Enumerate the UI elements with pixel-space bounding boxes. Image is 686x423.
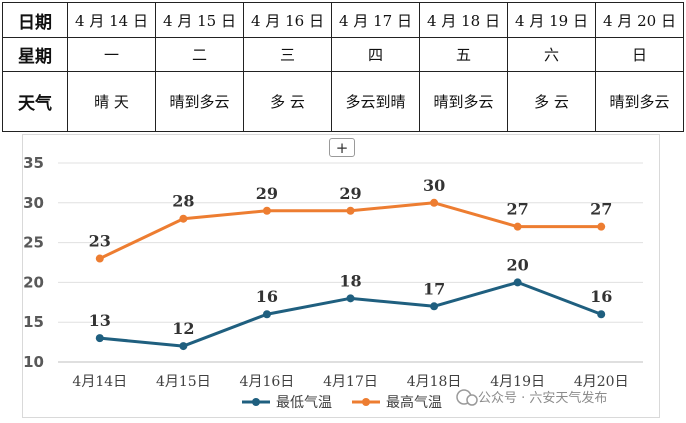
y-tick-label: 15 — [23, 313, 44, 331]
data-point — [179, 214, 188, 223]
legend-swatch-marker — [362, 398, 370, 406]
weekday-cell: 一 — [67, 37, 156, 72]
legend-swatch-marker — [252, 398, 260, 406]
weather-row-header: 天气 — [2, 71, 68, 132]
data-label: 29 — [339, 184, 361, 203]
y-tick-label: 35 — [23, 154, 44, 172]
data-label: 29 — [256, 184, 278, 203]
data-point — [597, 222, 606, 231]
data-label: 27 — [507, 200, 529, 219]
y-tick-label: 20 — [23, 273, 44, 291]
data-point — [262, 310, 271, 319]
data-label: 12 — [172, 319, 194, 338]
data-point — [430, 302, 439, 311]
data-point — [513, 222, 522, 231]
weekday-cell: 三 — [243, 37, 332, 72]
data-label: 16 — [590, 287, 612, 306]
data-label: 27 — [590, 200, 612, 219]
y-tick-label: 30 — [23, 194, 44, 212]
data-label: 17 — [423, 279, 445, 298]
wechat-icon-bubble — [466, 394, 478, 406]
weather-row: 天气 晴 天 晴到多云 多 云 多云到晴 晴到多云 多 云 晴到多云 — [2, 71, 684, 132]
x-tick-label: 4月17日 — [323, 374, 378, 390]
date-row: 日期 4 月 14 日 4 月 15 日 4 月 16 日 4 月 17 日 4… — [2, 2, 684, 38]
legend-label: 最高气温 — [386, 394, 442, 411]
data-point — [513, 278, 522, 287]
x-tick-label: 4月16日 — [240, 374, 295, 390]
y-tick-label: 25 — [23, 234, 44, 252]
data-label: 23 — [89, 232, 111, 251]
weekday-cell: 日 — [595, 37, 684, 72]
data-point — [95, 254, 104, 263]
weather-cell: 晴到多云 — [595, 71, 684, 132]
temperature-chart-frame — [22, 134, 660, 418]
data-point — [597, 310, 606, 319]
data-point — [430, 198, 439, 207]
date-cell: 4 月 20 日 — [595, 2, 684, 38]
weekday-cell: 五 — [419, 37, 508, 72]
weather-cell: 晴到多云 — [155, 71, 244, 132]
data-point — [346, 294, 355, 303]
weekday-row-header: 星期 — [2, 37, 68, 72]
data-label: 16 — [256, 287, 278, 306]
add-element-button[interactable]: + — [329, 138, 355, 157]
forecast-table: 日期 4 月 14 日 4 月 15 日 4 月 16 日 4 月 17 日 4… — [2, 2, 684, 132]
data-label: 20 — [507, 255, 529, 274]
weekday-cell: 六 — [507, 37, 596, 72]
x-tick-label: 4月14日 — [72, 374, 127, 390]
weather-cell: 晴到多云 — [419, 71, 508, 132]
data-point — [262, 206, 271, 215]
y-tick-label: 10 — [23, 353, 44, 371]
weekday-cell: 二 — [155, 37, 244, 72]
data-point — [346, 206, 355, 215]
weather-cell: 晴 天 — [67, 71, 156, 132]
weather-cell: 多云到晴 — [331, 71, 420, 132]
data-label: 28 — [172, 192, 194, 211]
date-cell: 4 月 14 日 — [67, 2, 156, 38]
data-point — [95, 334, 104, 343]
data-label: 18 — [339, 271, 361, 290]
x-tick-label: 4月15日 — [156, 374, 211, 390]
watermark-text: 公众号 · 六安天气发布 — [478, 390, 607, 406]
weather-cell: 多 云 — [243, 71, 332, 132]
date-cell: 4 月 16 日 — [243, 2, 332, 38]
x-tick-label: 4月18日 — [407, 374, 462, 390]
weekday-row: 星期 一 二 三 四 五 六 日 — [2, 37, 684, 72]
date-row-header: 日期 — [2, 2, 68, 38]
x-tick-label: 4月20日 — [574, 374, 629, 390]
data-label: 13 — [89, 311, 111, 330]
date-cell: 4 月 19 日 — [507, 2, 596, 38]
x-tick-label: 4月19日 — [490, 374, 545, 390]
legend-label: 最低气温 — [276, 395, 332, 411]
data-label: 30 — [423, 176, 445, 195]
data-point — [179, 342, 188, 351]
